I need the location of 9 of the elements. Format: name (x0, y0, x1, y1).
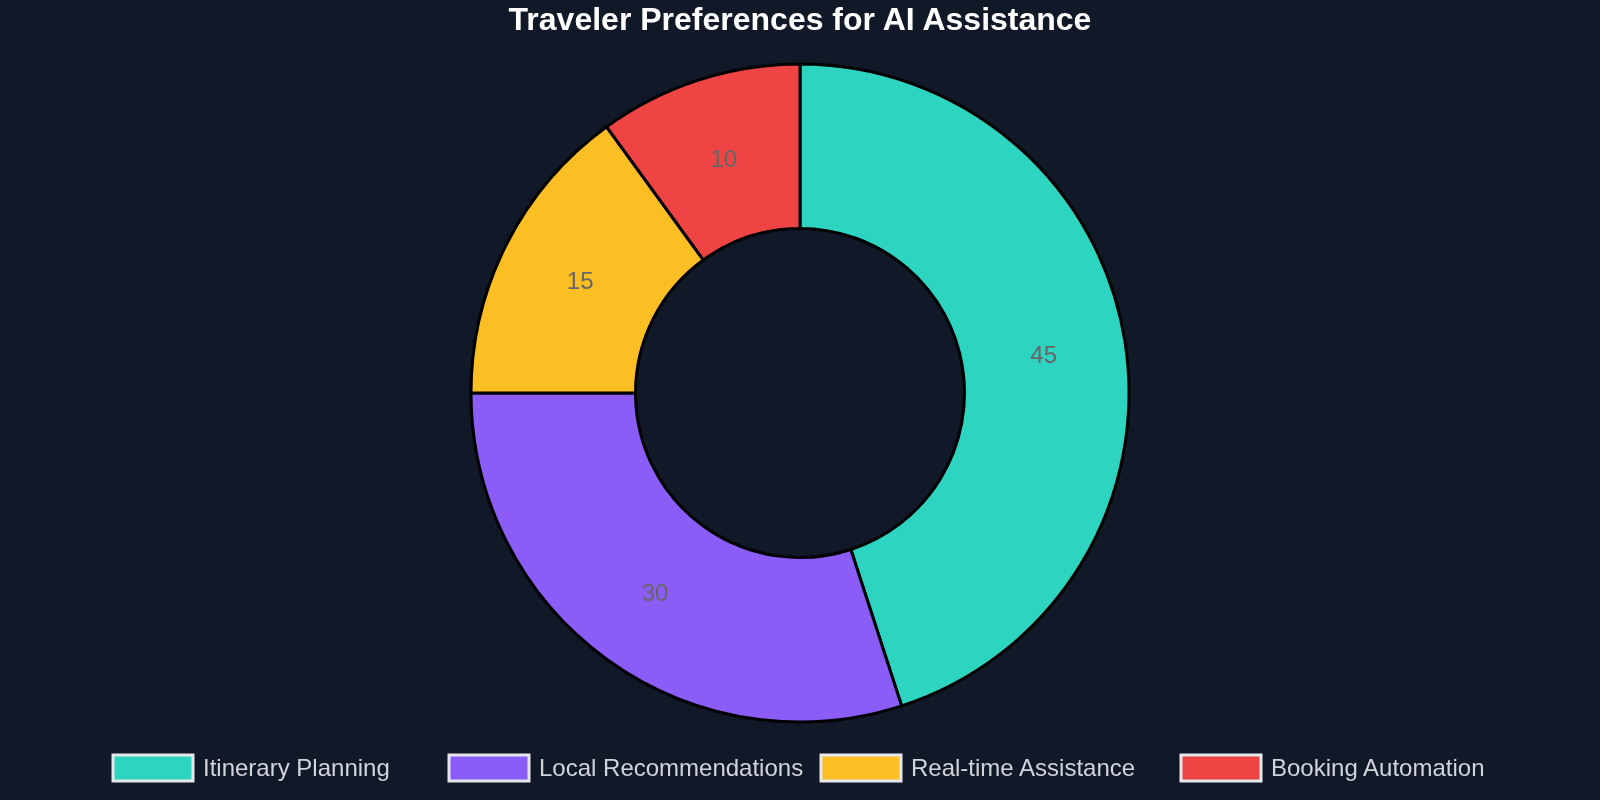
data-label: 45 (1030, 340, 1058, 368)
legend-label: Local Recommendations (539, 754, 804, 782)
data-label: 30 (641, 579, 669, 607)
data-label: 15 (566, 267, 594, 295)
chart-title: Traveler Preferences for AI Assistance (508, 1, 1092, 37)
data-label: 10 (710, 144, 738, 172)
legend-label: Itinerary Planning (203, 754, 390, 782)
legend-label: Real-time Assistance (911, 754, 1136, 782)
legend-label: Booking Automation (1271, 754, 1485, 782)
